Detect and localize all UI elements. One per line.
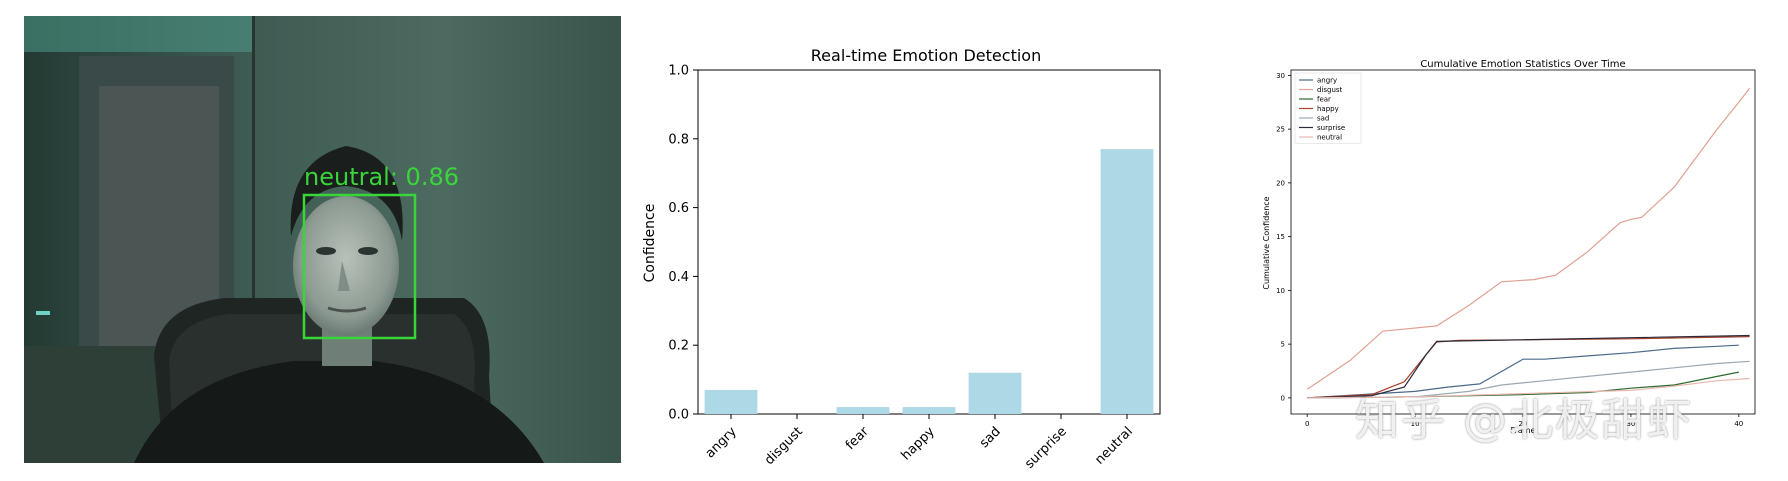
bar-sad (968, 372, 1022, 414)
series-line-angry (1307, 344, 1739, 399)
line-xtick-label: 20 (1519, 420, 1528, 428)
bar-xtick-label: angry (703, 424, 740, 461)
line-ytick-label: 20 (1276, 179, 1285, 187)
bar-neutral (1100, 149, 1154, 414)
bar-ytick-label: 0.6 (668, 201, 689, 216)
bar-xtick-label: fear (843, 424, 872, 453)
series-line-surprise (1307, 334, 1750, 399)
legend-label-happy: happy (1317, 105, 1339, 113)
line-ytick-label: 15 (1276, 233, 1285, 241)
line-xtick-label: 40 (1734, 420, 1743, 428)
cumulative-line-chart: Cumulative Emotion Statistics Over Time … (1245, 0, 1788, 477)
series-line-disgust (1306, 87, 1751, 390)
detection-label: neutral: 0.86 (304, 163, 459, 191)
webcam-frame: neutral: 0.86 (24, 16, 621, 463)
bar-xtick-label: happy (899, 424, 938, 463)
line-chart-xlabel: Frame (1511, 426, 1536, 435)
webcam-image: neutral: 0.86 (24, 16, 621, 463)
bar-ytick-label: 0.2 (668, 339, 689, 354)
line-chart-svg: Cumulative Emotion Statistics Over Time … (1262, 59, 1756, 435)
legend-label-disgust: disgust (1317, 86, 1343, 94)
bar-chart-ylabel: Confidence (642, 204, 658, 283)
watermark-text: 知乎 @北极甜虾 (1355, 395, 1693, 446)
bar-chart-svg: Real-time Emotion Detection Confidence 0… (642, 46, 1161, 472)
bar-ytick-label: 0.0 (668, 408, 689, 423)
legend-label-fear: fear (1317, 96, 1331, 104)
line-ytick-label: 5 (1281, 341, 1285, 349)
series-line-sad (1307, 360, 1750, 399)
bar-ytick-label: 0.8 (668, 132, 689, 147)
line-ytick-label: 30 (1276, 72, 1285, 80)
bar-ytick-label: 1.0 (668, 64, 689, 79)
line-ytick-label: 0 (1281, 394, 1285, 402)
line-chart-ylabel: Cumulative Confidence (1262, 196, 1271, 289)
bar-angry (704, 389, 758, 414)
bar-chart-title: Real-time Emotion Detection (811, 46, 1041, 65)
bar-xtick-label: surprise (1022, 424, 1070, 472)
legend-label-sad: sad (1317, 115, 1329, 123)
bar-fear (836, 407, 890, 414)
series-line-neutral (1307, 377, 1750, 399)
face-detection-box (302, 193, 417, 340)
bar-xtick-label: sad (977, 424, 1004, 451)
legend-label-neutral: neutral (1317, 134, 1342, 142)
line-xtick-label: 0 (1305, 420, 1309, 428)
line-xtick-label: 10 (1411, 420, 1420, 428)
emotion-bar-chart: Real-time Emotion Detection Confidence 0… (630, 0, 1190, 477)
line-chart-title: Cumulative Emotion Statistics Over Time (1420, 59, 1625, 70)
bar-xtick-label: disgust (762, 424, 806, 468)
bar-happy (902, 407, 956, 414)
line-ytick-label: 25 (1276, 126, 1285, 134)
bar-ytick-label: 0.4 (668, 270, 689, 285)
legend-label-surprise: surprise (1317, 124, 1345, 132)
bar-plot-frame (697, 69, 1161, 415)
line-ytick-label: 10 (1276, 287, 1285, 295)
line-xtick-label: 30 (1626, 420, 1635, 428)
bar-xtick-label: neutral (1092, 424, 1135, 467)
legend-label-angry: angry (1317, 77, 1337, 85)
